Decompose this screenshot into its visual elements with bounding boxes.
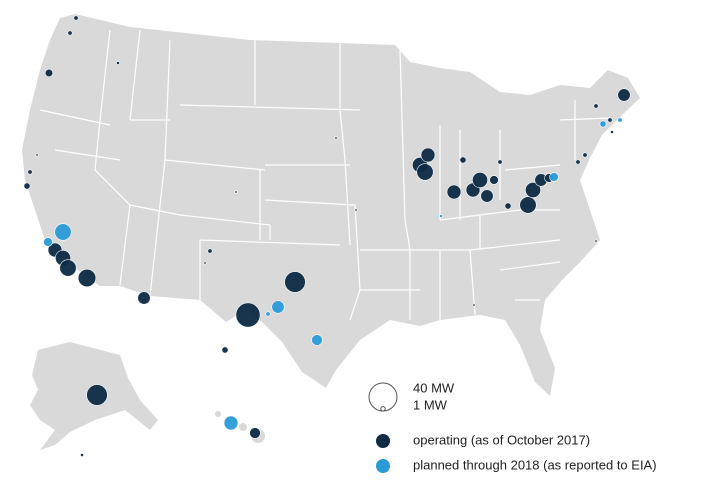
hawaii xyxy=(215,411,265,443)
site-bubble xyxy=(35,153,39,157)
site-bubble xyxy=(284,271,306,293)
site-bubble xyxy=(73,15,79,21)
site-bubble xyxy=(86,384,108,406)
site-bubble xyxy=(223,415,239,431)
site-bubble xyxy=(234,190,238,194)
site-bubble xyxy=(489,175,499,185)
site-bubble xyxy=(137,291,151,305)
site-bubble xyxy=(221,346,229,354)
site-bubble xyxy=(77,268,97,288)
site-bubble xyxy=(607,117,613,123)
site-bubble xyxy=(497,159,503,165)
status-key-label: operating (as of October 2017) xyxy=(413,432,590,447)
site-bubble xyxy=(271,300,285,314)
site-bubble xyxy=(416,163,434,181)
status-key xyxy=(376,434,390,448)
site-bubble xyxy=(44,68,54,78)
site-bubble xyxy=(23,182,31,190)
site-bubble xyxy=(207,248,213,254)
site-bubble xyxy=(54,223,72,241)
status-key-label: planned through 2018 (as reported to EIA… xyxy=(413,457,657,472)
site-bubble xyxy=(249,427,261,439)
site-bubble xyxy=(480,189,494,203)
site-bubble xyxy=(43,237,53,247)
site-bubble xyxy=(354,208,358,212)
lower-48 xyxy=(22,14,640,396)
legend: 40 MW 1 MW operating (as of October 2017) p… xyxy=(368,380,657,473)
site-bubble xyxy=(593,103,599,109)
site-bubble xyxy=(594,239,598,243)
sites xyxy=(23,15,631,457)
site-bubble xyxy=(311,334,323,346)
site-bubble xyxy=(599,120,607,128)
site-bubble xyxy=(80,453,84,457)
site-bubble xyxy=(59,259,77,277)
site-bubble xyxy=(575,159,581,165)
site-bubble xyxy=(582,152,588,158)
site-bubble xyxy=(525,182,541,198)
site-bubble xyxy=(472,172,488,188)
site-bubble xyxy=(27,169,33,175)
site-bubble xyxy=(235,302,261,328)
site-bubble xyxy=(116,61,120,65)
site-bubble xyxy=(617,117,623,123)
site-bubble xyxy=(265,311,271,317)
site-bubble xyxy=(334,136,338,140)
status-key xyxy=(376,459,390,473)
site-bubble xyxy=(617,88,631,102)
site-bubble xyxy=(610,130,614,134)
site-bubble xyxy=(549,172,559,182)
site-bubble xyxy=(439,214,443,218)
size-key-label: 1 MW xyxy=(413,397,448,412)
site-bubble xyxy=(504,202,512,210)
size-key xyxy=(380,406,386,412)
site-bubble xyxy=(459,156,467,164)
site-bubble xyxy=(67,30,73,36)
site-bubble xyxy=(472,303,476,307)
site-bubble xyxy=(420,147,436,163)
size-key-label: 40 MW xyxy=(413,380,455,395)
site-bubble xyxy=(203,261,207,265)
site-bubble xyxy=(446,184,462,200)
site-bubble xyxy=(519,196,537,214)
